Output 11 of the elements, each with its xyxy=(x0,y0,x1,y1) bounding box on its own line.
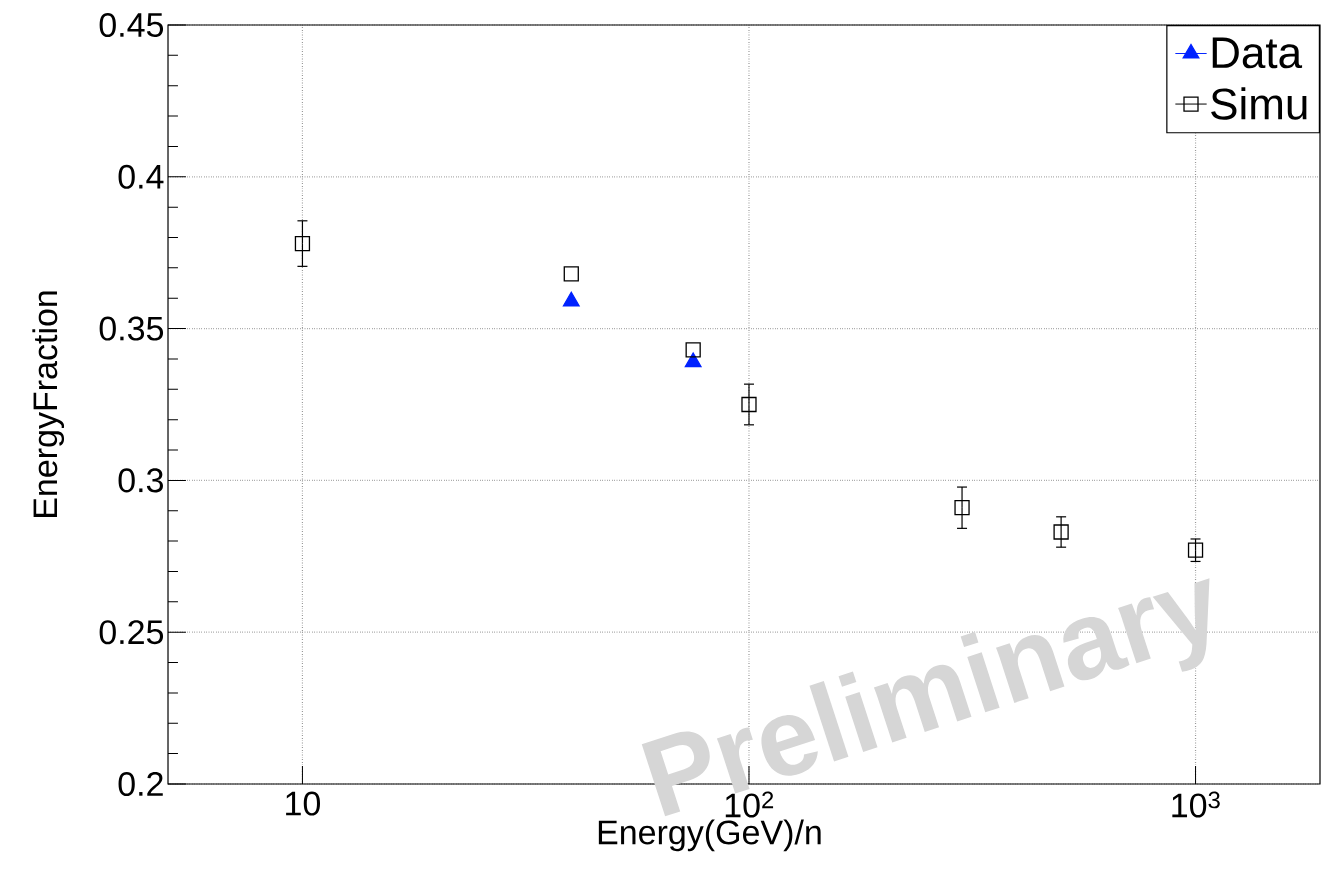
x-tick-label: 10 xyxy=(286,791,321,816)
y-tick-label: 0.2 xyxy=(118,771,163,797)
y-tick-label: 0.45 xyxy=(99,12,164,38)
y-tick-label: 0.3 xyxy=(118,468,163,493)
y-tick-label: 0.35 xyxy=(99,316,164,341)
y-axis-title: EnergyFraction xyxy=(32,291,65,517)
y-tick-label: 0.25 xyxy=(99,620,164,645)
legend-label: Simu xyxy=(1211,87,1307,120)
y-tick-label: 0.4 xyxy=(118,164,164,189)
x-axis-title: Energy(GeV)/n xyxy=(598,819,821,852)
legend-label: Data xyxy=(1212,37,1303,69)
